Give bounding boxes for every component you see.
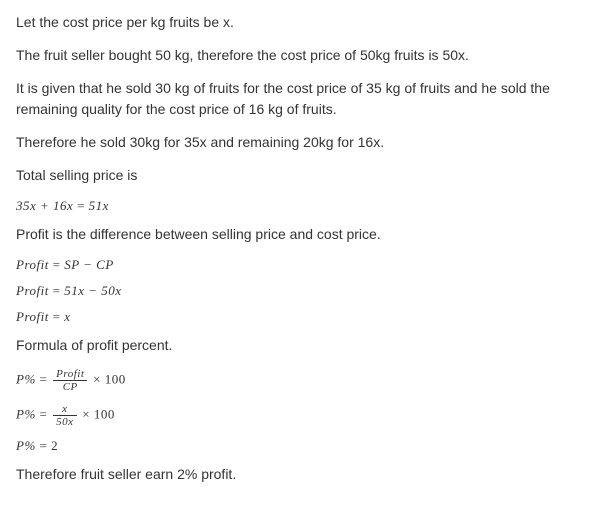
text-line-7: Formula of profit percent. <box>16 335 592 356</box>
eq3-lhs: Profit <box>16 283 49 298</box>
text-line-3: It is given that he sold 30 kg of fruits… <box>16 78 592 120</box>
text-line-4: Therefore he sold 30kg for 35x and remai… <box>16 132 592 153</box>
eq-sign: = <box>49 283 64 298</box>
frac2-den: 50x <box>53 416 76 428</box>
eq4-lhs: Profit <box>16 309 49 324</box>
eq6-lhs: P% <box>16 407 36 422</box>
text-line-8: Therefore fruit seller earn 2% profit. <box>16 464 592 485</box>
eq6-mult: × 100 <box>79 407 115 422</box>
math-equation-2: Profit = SP − CP <box>16 257 592 273</box>
eq1-rhs: 51x <box>89 198 109 213</box>
frac2-num: x <box>53 403 76 416</box>
eq-sign: = <box>49 309 64 324</box>
math-equation-3: Profit = 51x − 50x <box>16 283 592 299</box>
eq7-rhs: 2 <box>51 438 58 453</box>
eq1-lhs: 35x + 16x <box>16 198 73 213</box>
eq3-rhs: 51x − 50x <box>64 283 121 298</box>
fraction-2: x50x <box>53 403 76 428</box>
eq-sign: = <box>36 438 51 453</box>
text-line-2: The fruit seller bought 50 kg, therefore… <box>16 45 592 66</box>
eq-sign: = <box>36 407 51 422</box>
text-line-5: Total selling price is <box>16 165 592 186</box>
frac1-num: Profit <box>53 368 87 381</box>
eq7-lhs: P% <box>16 438 36 453</box>
eq2-lhs: Profit <box>16 257 49 272</box>
text-line-1: Let the cost price per kg fruits be x. <box>16 12 592 33</box>
math-equation-6: P% = x50x × 100 <box>16 403 592 428</box>
eq5-mult: × 100 <box>89 372 125 387</box>
math-equation-1: 35x + 16x = 51x <box>16 198 592 214</box>
text-line-6: Profit is the difference between selling… <box>16 224 592 245</box>
eq-sign: = <box>73 198 88 213</box>
eq4-rhs: x <box>64 309 70 324</box>
math-equation-4: Profit = x <box>16 309 592 325</box>
eq2-rhs: SP − CP <box>64 257 114 272</box>
frac1-den: CP <box>53 381 87 393</box>
eq-sign: = <box>36 372 51 387</box>
fraction-1: ProfitCP <box>53 368 87 393</box>
eq5-lhs: P% <box>16 372 36 387</box>
math-equation-5: P% = ProfitCP × 100 <box>16 368 592 393</box>
eq-sign: = <box>49 257 64 272</box>
math-equation-7: P% = 2 <box>16 438 592 454</box>
